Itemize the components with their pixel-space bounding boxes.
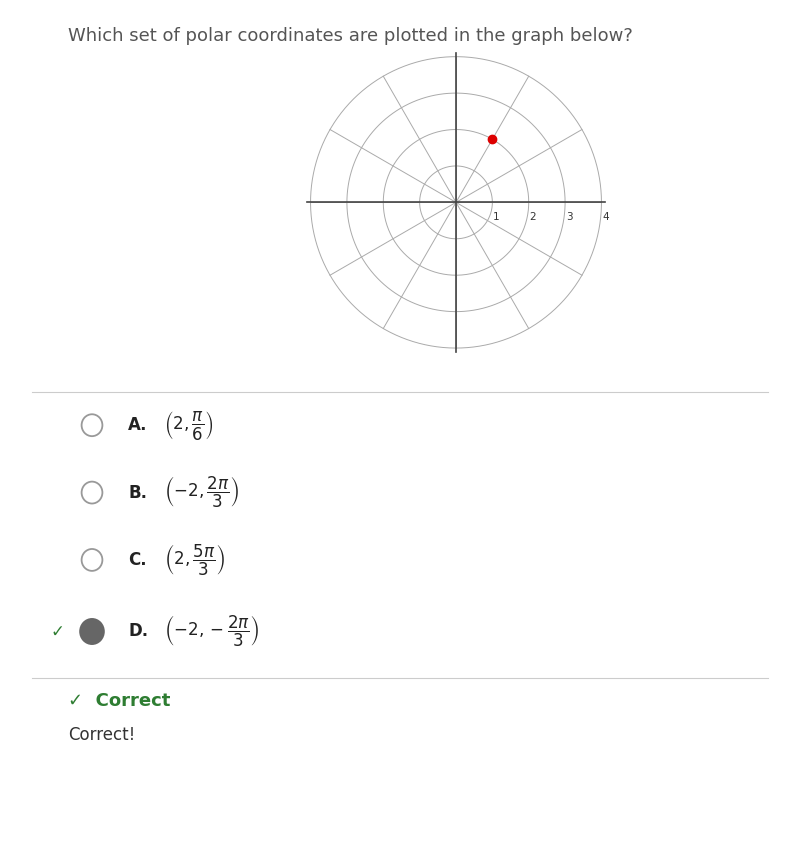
Text: 3: 3 [566,212,573,222]
Text: ✓  Correct: ✓ Correct [68,691,170,710]
Text: 1: 1 [493,212,500,222]
Text: $\left(2, \dfrac{5\pi}{3}\right)$: $\left(2, \dfrac{5\pi}{3}\right)$ [164,542,225,578]
Text: D.: D. [128,622,148,641]
Text: A.: A. [128,416,147,434]
Text: Correct!: Correct! [68,726,135,744]
Text: C.: C. [128,551,146,569]
Text: 2: 2 [530,212,536,222]
Text: $\left(2, \dfrac{\pi}{6}\right)$: $\left(2, \dfrac{\pi}{6}\right)$ [164,408,214,442]
Text: $\left(-2, -\dfrac{2\pi}{3}\right)$: $\left(-2, -\dfrac{2\pi}{3}\right)$ [164,614,259,649]
Text: B.: B. [128,483,147,502]
Text: 4: 4 [602,212,609,222]
Text: ✓: ✓ [50,622,65,641]
Text: Which set of polar coordinates are plotted in the graph below?: Which set of polar coordinates are plott… [68,27,633,45]
Text: $\left(-2, \dfrac{2\pi}{3}\right)$: $\left(-2, \dfrac{2\pi}{3}\right)$ [164,475,239,510]
